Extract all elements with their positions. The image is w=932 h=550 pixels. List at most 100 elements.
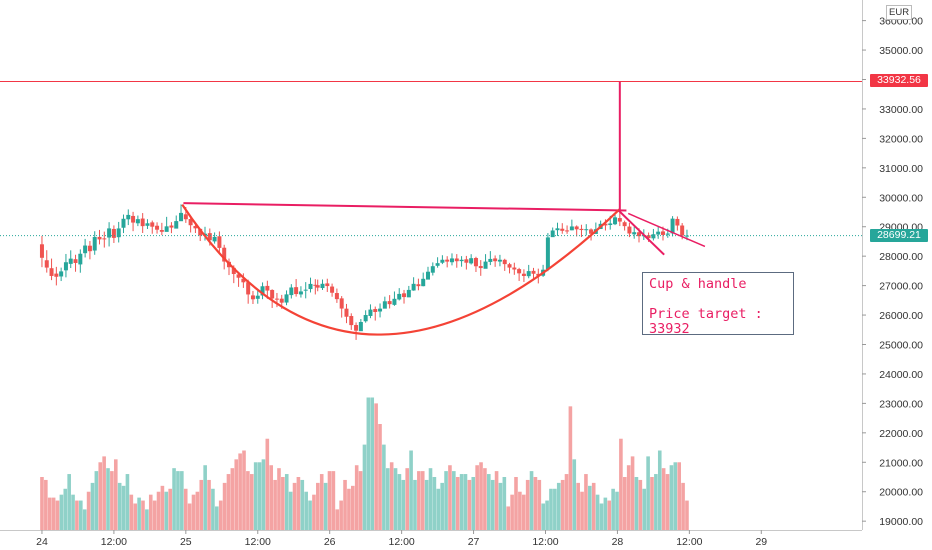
- volume-bar: [498, 482, 503, 530]
- volume-bar: [591, 482, 596, 530]
- volume-bar: [486, 474, 491, 530]
- volume-bar: [432, 477, 437, 530]
- volume-bar: [397, 474, 402, 530]
- candle-body: [270, 289, 275, 299]
- volume-bar: [417, 471, 421, 530]
- candle-body: [116, 228, 121, 238]
- volume-bar: [401, 479, 406, 530]
- candle-body: [378, 308, 383, 312]
- volume-bar: [642, 488, 647, 530]
- candle-body: [145, 223, 150, 226]
- candle-body: [279, 298, 284, 303]
- candle-body: [150, 222, 155, 227]
- volume-bar: [506, 506, 511, 530]
- volume-bar: [378, 424, 382, 530]
- price-tick-label: 23000.00: [879, 398, 923, 410]
- candle-body: [222, 247, 227, 262]
- volume-bar: [354, 465, 359, 530]
- volume-bar: [246, 471, 250, 530]
- volume-bar: [650, 477, 654, 530]
- candle-body: [183, 214, 188, 220]
- volume-bar: [44, 479, 48, 530]
- candle-body: [49, 268, 54, 276]
- candle-body: [325, 283, 330, 287]
- volume-bar: [316, 482, 320, 530]
- volume-bar: [576, 482, 580, 530]
- volume-bar: [584, 474, 588, 530]
- candle-body: [574, 226, 579, 230]
- candle-body: [569, 226, 574, 231]
- volume-bar: [657, 450, 662, 530]
- candle-body: [236, 274, 241, 278]
- volume-bar: [125, 474, 130, 530]
- candle-body: [521, 273, 526, 276]
- candle-body: [315, 285, 320, 288]
- time-tick-label: 12:00: [532, 536, 558, 548]
- candle-body: [373, 309, 378, 312]
- volume-bar: [82, 509, 87, 530]
- volume-bar: [94, 471, 99, 530]
- candle-body: [440, 259, 445, 263]
- candle-body: [179, 212, 184, 222]
- volume-bar: [47, 497, 52, 530]
- volume-bar: [79, 500, 83, 530]
- current-price-tag: 28699.21: [870, 228, 928, 242]
- volume-bar: [141, 500, 145, 530]
- candle-body: [73, 259, 78, 263]
- candle-body: [459, 259, 464, 262]
- candle-body: [260, 286, 265, 296]
- volume-bar: [599, 503, 604, 530]
- candle-body: [665, 233, 670, 235]
- volume-bar: [40, 477, 44, 530]
- volume-bar: [207, 479, 211, 530]
- volume-bar: [389, 462, 394, 530]
- volume-bar: [148, 494, 153, 530]
- candle-body: [512, 267, 517, 270]
- price-tick-label: 26000.00: [879, 310, 923, 322]
- time-axis: 24 12:00 25 12:00 26 12:00 27 12:00 28 12:00 29: [0, 530, 862, 548]
- volume-bar: [292, 482, 297, 530]
- volume-bar: [191, 494, 196, 530]
- volume-bar: [553, 488, 557, 530]
- volume-bar: [203, 465, 207, 530]
- volume-bar: [339, 500, 343, 530]
- candle-body: [660, 231, 665, 235]
- volume-bar: [622, 477, 627, 530]
- volume-bar: [405, 468, 410, 530]
- candle-body: [255, 295, 260, 299]
- volume-bar: [242, 450, 246, 530]
- candle-body: [212, 236, 217, 242]
- cup-curve: [181, 204, 621, 336]
- candle-body: [59, 271, 64, 277]
- candle-body: [354, 325, 359, 331]
- volume-bar: [409, 450, 413, 530]
- volume-bar: [374, 403, 378, 530]
- candle-body: [250, 295, 255, 300]
- volume-bar: [67, 474, 71, 530]
- candle-body: [550, 230, 555, 238]
- candle-body: [555, 228, 560, 231]
- candle-body: [445, 259, 450, 262]
- candle-body: [339, 298, 344, 309]
- volume-bar: [351, 485, 355, 530]
- volume-bar: [55, 500, 60, 530]
- annotation-target-value: 33932: [649, 321, 690, 337]
- volume-bar: [490, 479, 495, 530]
- candle-body: [121, 218, 126, 228]
- candle-body: [507, 264, 512, 268]
- candle-body: [435, 263, 440, 266]
- volume-bar: [545, 500, 549, 530]
- candle-body: [502, 259, 507, 265]
- volume-bar: [366, 397, 371, 530]
- candle-body: [656, 231, 661, 235]
- volume-bar: [172, 468, 176, 530]
- volume-bar: [595, 494, 600, 530]
- volume-bar: [673, 462, 678, 530]
- volume-bar: [638, 479, 643, 530]
- volume-bar: [319, 474, 324, 530]
- volume-bar: [452, 471, 456, 530]
- volume-bar: [59, 494, 64, 530]
- time-tick-label: 24: [36, 536, 48, 548]
- volume-bars: [40, 397, 689, 530]
- candle-body: [584, 229, 589, 231]
